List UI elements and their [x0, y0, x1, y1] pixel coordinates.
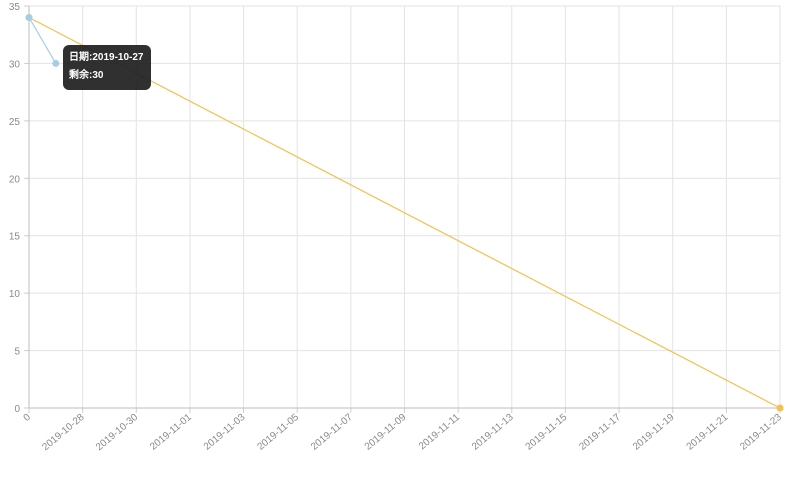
- y-tick-label: 30: [9, 59, 21, 70]
- data-tooltip: 日期:2019-10-27 剩余:30: [63, 45, 151, 90]
- tooltip-remaining-row: 剩余:30: [69, 70, 104, 81]
- x-tick-label: 2019-11-23: [738, 412, 784, 453]
- actual-point: [52, 59, 60, 67]
- actual-point: [25, 13, 33, 21]
- x-tick-label: 2019-11-05: [255, 412, 301, 453]
- x-tick-label: 2019-11-09: [363, 412, 409, 453]
- y-tick-label: 5: [14, 347, 20, 358]
- y-tick-label: 0: [14, 404, 20, 415]
- grid: [28, 5, 781, 409]
- tooltip-remaining-value: 30: [92, 70, 104, 81]
- x-tick-label: 2019-11-01: [148, 412, 194, 453]
- x-tick-label: 2019-11-11: [417, 412, 462, 453]
- actual-remaining-line: [28, 17, 57, 64]
- x-tick-label: 2019-11-03: [202, 412, 248, 453]
- y-tick-label: 25: [9, 117, 21, 128]
- series-lines: [28, 16, 781, 409]
- x-tick-label: 2019-11-15: [524, 412, 570, 453]
- ideal-burndown-line: [28, 16, 781, 409]
- x-tick-label: 2019-10-30: [94, 412, 141, 454]
- y-tick-label: 20: [9, 174, 21, 185]
- x-tick-label: 0: [22, 412, 34, 424]
- y-tick-label: 10: [9, 289, 21, 300]
- tooltip-date-value: 2019-10-27: [92, 52, 144, 63]
- tooltip-remaining-label: 剩余: [69, 70, 89, 81]
- y-tick-label: 15: [9, 232, 21, 243]
- tooltip-date-row: 日期:2019-10-27: [69, 52, 144, 63]
- x-tick-label: 2019-10-28: [40, 412, 87, 454]
- data-points: [25, 13, 784, 412]
- tooltip-date-label: 日期: [69, 52, 89, 63]
- x-tick-label: 2019-11-07: [309, 412, 355, 453]
- y-tick-label: 35: [9, 2, 21, 13]
- ideal-point: [776, 404, 784, 412]
- x-tick-label: 2019-11-17: [577, 412, 623, 453]
- x-tick-label: 2019-11-13: [470, 412, 516, 453]
- x-tick-label: 2019-11-21: [685, 412, 731, 453]
- x-tick-label: 2019-11-19: [631, 412, 677, 453]
